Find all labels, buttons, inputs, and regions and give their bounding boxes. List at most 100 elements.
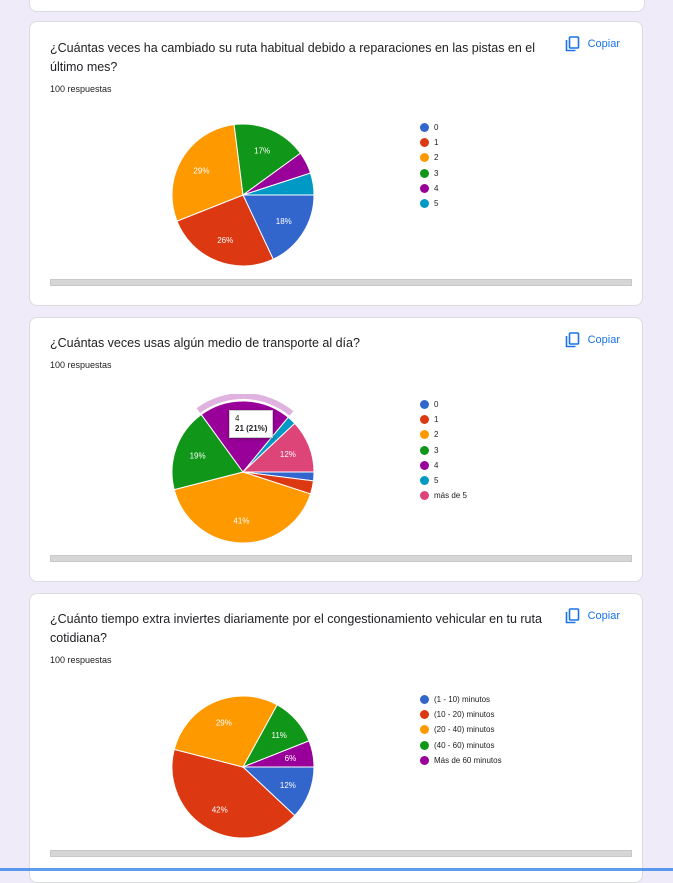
pie-label-2: 41% [233,516,249,525]
legend-color-dot [420,168,429,178]
legend-label: 4 [434,183,439,193]
chart-legend: 0 1 2 3 4 5 [420,120,438,211]
legend-color-dot [420,430,429,440]
legend-color-dot [420,138,429,148]
pie-slice-2[interactable] [171,124,244,222]
legend-label: 0 [434,400,439,410]
legend-label: 1 [434,415,439,425]
pie-slice-0[interactable] [242,194,315,260]
pie-label-m-s-de-60-minutos: 6% [285,754,297,763]
legend-item-3[interactable]: 3 [420,443,467,458]
legend-color-dot [420,755,429,765]
legend-label: (20 - 40) minutos [434,725,495,735]
chart-tooltip: 4 21 (21%) [229,410,274,438]
copy-button[interactable]: Copiar [565,332,620,348]
question-card-1: ¿Cuántas veces ha cambiado su ruta habit… [29,21,643,306]
legend-item-40-60-minutos[interactable]: (40 - 60) minutos [420,738,502,753]
pie-slice-20-40-minutos[interactable] [173,695,278,768]
response-count: 100 respuestas [50,84,112,94]
legend-item-m-s-de-5[interactable]: más de 5 [420,488,467,503]
legend-item-1-10-minutos[interactable]: (1 - 10) minutos [420,692,502,707]
copy-button[interactable]: Copiar [565,608,620,624]
pie-slice-3[interactable] [171,413,244,491]
pie-slice-5[interactable] [242,172,315,196]
legend-item-m-s-de-60-minutos[interactable]: Más de 60 minutos [420,753,502,768]
question-title: ¿Cuánto tiempo extra inviertes diariamen… [50,612,542,645]
legend-color-dot [420,491,429,501]
copy-icon [565,332,579,348]
legend-item-2[interactable]: 2 [420,150,438,165]
legend-item-10-20-minutos[interactable]: (10 - 20) minutos [420,707,502,722]
legend-item-4[interactable]: 4 [420,458,467,473]
horizontal-scrollbar[interactable] [50,850,632,857]
legend-item-5[interactable]: 5 [420,196,438,211]
legend-color-dot [420,740,429,750]
pie-highlight-ring [196,394,294,416]
response-count: 100 respuestas [50,360,112,370]
horizontal-scrollbar[interactable] [50,279,632,286]
legend-label: (1 - 10) minutos [434,695,491,705]
pie-label-10-20-minutos: 42% [212,805,228,814]
legend-item-2[interactable]: 2 [420,427,467,442]
legend-item-0[interactable]: 0 [420,120,438,135]
copy-button[interactable]: Copiar [565,36,620,52]
pie-chart: 18% 26% 29% 17% [171,123,315,267]
legend-item-3[interactable]: 3 [420,166,438,181]
legend-label: (40 - 60) minutos [434,740,495,750]
pie-label-20-40-minutos: 29% [216,719,232,728]
pie-label-40-60-minutos: 11% [272,731,287,740]
legend-label: 2 [434,430,439,440]
legend-color-dot [420,153,429,163]
legend-color-dot [420,710,429,720]
legend-label: 1 [434,138,439,148]
pie-label-3: 17% [254,147,270,156]
copy-label: Copiar [587,334,620,346]
legend-label: 0 [434,123,439,133]
legend-color-dot [420,695,429,705]
legend-label: (10 - 20) minutos [434,710,495,720]
legend-item-20-40-minutos[interactable]: (20 - 40) minutos [420,722,502,737]
copy-label: Copiar [587,610,620,622]
chart-legend: 0 1 2 3 4 5 más de 5 [420,397,467,503]
bottom-accent-bar [0,868,673,871]
legend-label: 5 [434,476,439,486]
question-title: ¿Cuántas veces ha cambiado su ruta habit… [50,41,536,74]
legend-label: 4 [434,460,439,470]
legend-item-0[interactable]: 0 [420,397,467,412]
legend-color-dot [420,183,429,193]
pie-slice-1[interactable] [176,194,274,267]
question-title: ¿Cuántas veces usas algún medio de trans… [50,336,360,350]
horizontal-scrollbar[interactable] [50,555,632,562]
legend-label: 2 [434,153,439,163]
pie-label-2: 29% [193,166,209,175]
pie-chart: 12% 42% 29% 11% 6% [171,695,315,839]
tooltip-value: 21 (21%) [235,424,268,433]
legend-label: 3 [434,445,439,455]
legend-label: 3 [434,168,439,178]
pie-slice-10-20-minutos[interactable] [171,748,296,839]
legend-item-1[interactable]: 1 [420,412,467,427]
response-count: 100 respuestas [50,655,112,665]
copy-icon [565,608,579,624]
pie-label-3: 19% [190,452,206,461]
legend-color-dot [420,123,429,133]
legend-item-1[interactable]: 1 [420,135,438,150]
copy-icon [565,36,579,52]
legend-item-5[interactable]: 5 [420,473,467,488]
legend-color-dot [420,725,429,735]
pie-slice-m-s-de-60-minutos[interactable] [242,740,315,768]
pie-slice-3[interactable] [233,123,302,196]
pie-label-1: 26% [217,236,233,245]
tooltip-category: 4 [235,414,240,423]
pie-slice-m-s-de-5[interactable] [241,422,315,473]
legend-color-dot [420,445,429,455]
previous-card [29,0,645,12]
legend-item-4[interactable]: 4 [420,181,438,196]
legend-color-dot [420,199,429,209]
question-card-3: ¿Cuánto tiempo extra inviertes diariamen… [29,593,643,883]
legend-color-dot [420,415,429,425]
pie-label-m-s-de-5: 12% [280,450,296,459]
pie-slice-2[interactable] [173,471,312,544]
legend-label: Más de 60 minutos [434,755,502,765]
legend-label: 5 [434,199,439,209]
